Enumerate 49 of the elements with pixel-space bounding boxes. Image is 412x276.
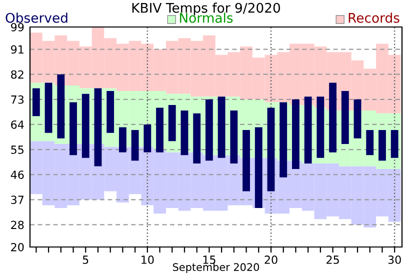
bar [254,127,262,208]
bar [156,108,164,152]
bar [280,102,288,178]
bar [292,99,300,170]
bar [341,91,349,144]
bar [230,110,238,164]
x-tick-label: 20 [264,256,278,264]
bar [131,130,139,161]
y-tick-label: 91 [11,45,24,54]
x-tick-label: 5 [82,256,88,264]
bar [32,88,40,116]
bar [106,91,114,133]
x-axis-title: September 2020 [172,262,260,274]
y-tick-label: 46 [10,170,24,179]
bar [316,96,324,158]
x-tick-label: 30 [388,256,401,264]
bar [70,102,77,156]
x-tick-label: 15 [203,256,216,264]
bar [82,94,90,158]
bar [180,110,188,156]
x-tick-label: 25 [326,256,339,264]
bar [118,127,126,152]
bar [44,82,52,133]
y-tick-label: 82 [11,70,24,79]
y-tick-label: 64 [11,120,24,129]
bar [329,82,336,152]
bar [366,130,374,156]
y-tick-label: 37 [11,196,24,204]
bar [205,99,213,161]
bar [57,74,65,138]
bar [390,130,398,158]
bar [378,130,386,161]
y-tick-label: 73 [11,95,24,104]
y-tick-label: 99 [11,22,24,32]
bar [94,88,102,166]
bar [267,108,275,192]
text: Observed [6,12,68,23]
bar [168,104,176,142]
bar [144,124,152,152]
y-tick-label: 55 [11,146,24,154]
bar [242,130,250,192]
y-tick-label: 28 [11,220,24,230]
legend-label: Records [348,12,400,23]
bar [304,96,312,164]
bar [354,99,362,138]
bar [193,113,201,164]
x-tick-label: 10 [142,256,154,264]
bar [218,96,226,158]
y-tick-label: 20 [11,242,24,252]
